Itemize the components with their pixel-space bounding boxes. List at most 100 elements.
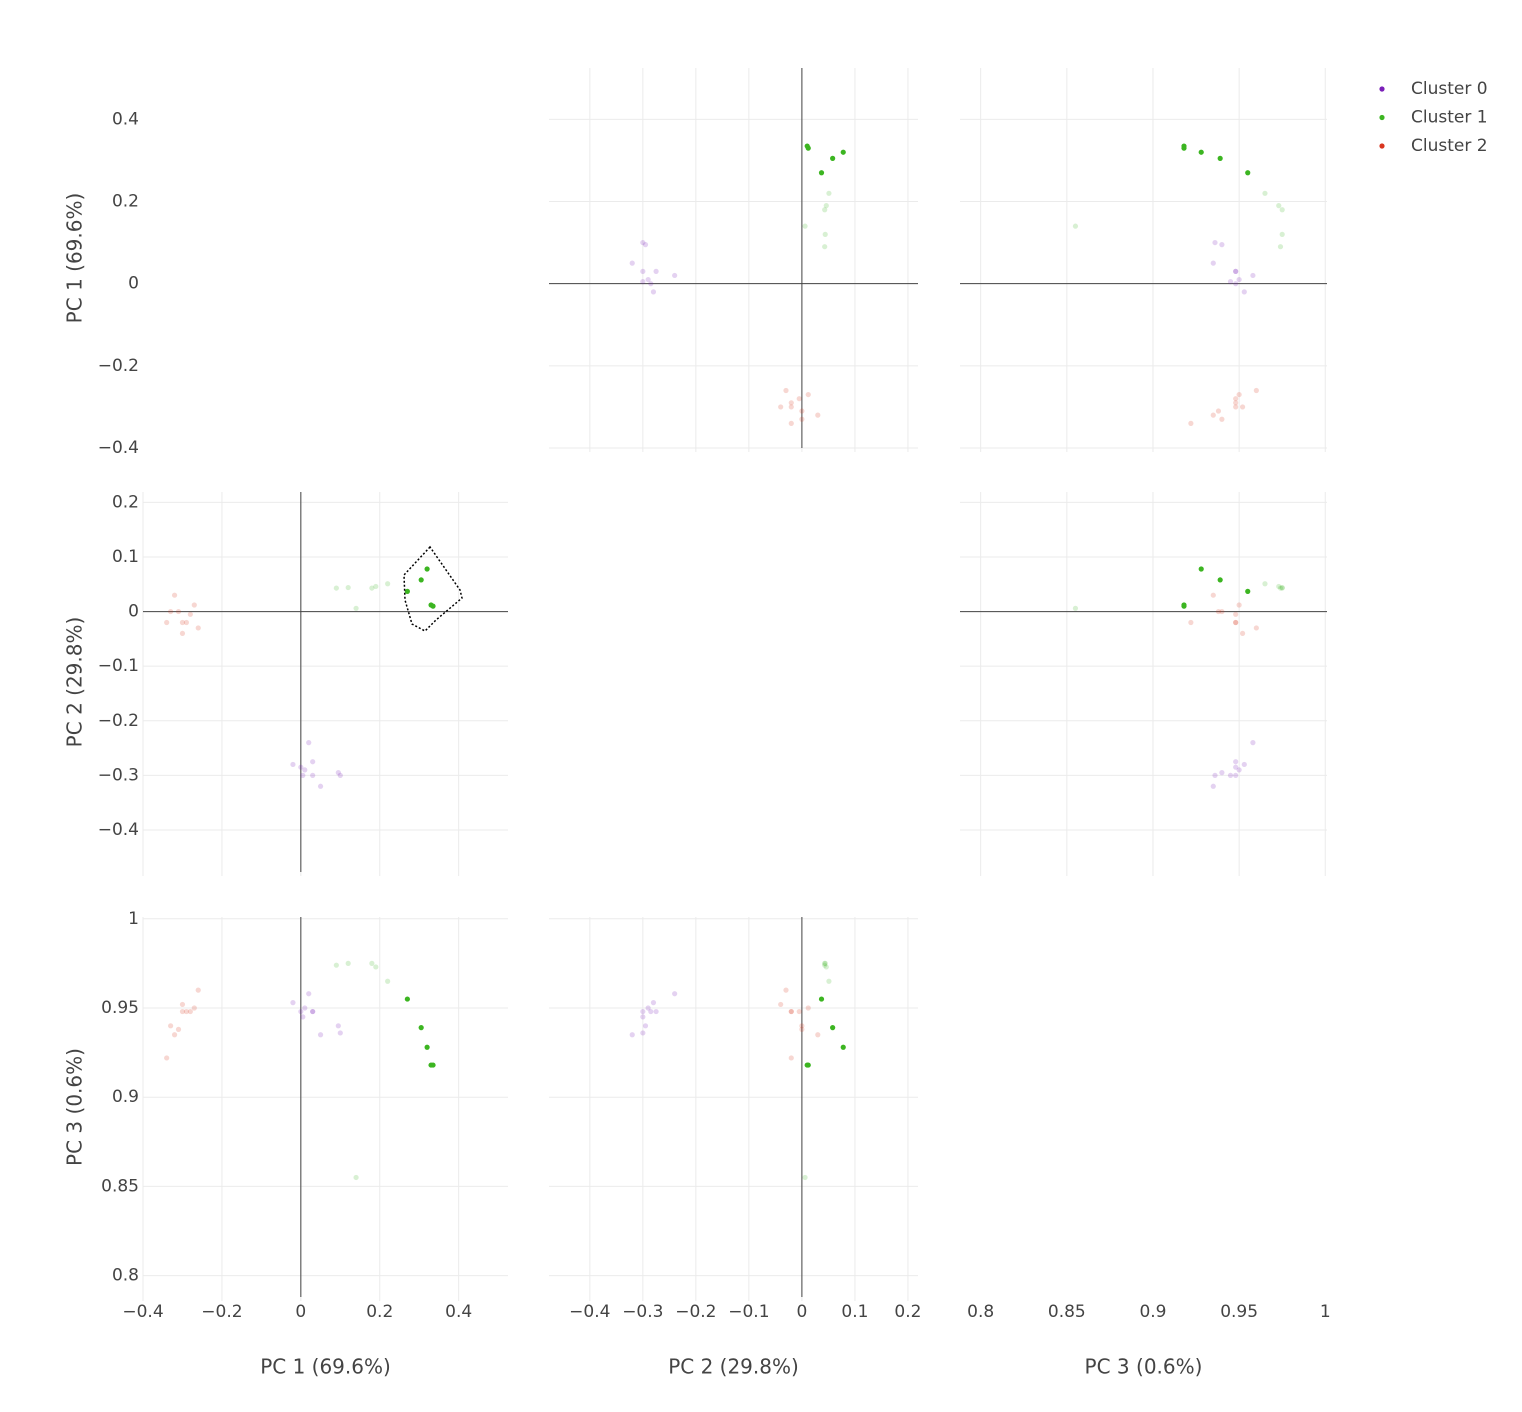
point [640, 268, 646, 274]
x-tick-label: 0.95 [1220, 1302, 1258, 1322]
point [1219, 242, 1225, 248]
point [1217, 577, 1223, 583]
point [298, 764, 304, 770]
point [298, 1008, 304, 1015]
point [778, 404, 784, 410]
x-tick-label: 0.2 [894, 1302, 921, 1322]
point [822, 960, 828, 966]
point [1236, 276, 1242, 283]
point [183, 619, 190, 626]
point [796, 1008, 802, 1015]
point [1245, 170, 1251, 176]
point [653, 268, 659, 274]
point [1279, 231, 1285, 237]
x-tick-label: 0.4 [445, 1302, 472, 1322]
point [799, 416, 805, 422]
point [1279, 585, 1285, 591]
point [317, 1032, 324, 1038]
point [187, 1008, 193, 1015]
legend-marker [1379, 114, 1385, 121]
point [788, 400, 794, 406]
point [424, 1044, 430, 1050]
point [1241, 761, 1247, 768]
x-tick-label: −0.4 [569, 1302, 610, 1322]
point [175, 1026, 182, 1032]
legend-marker [1379, 143, 1385, 149]
point [306, 740, 312, 746]
y-tick-label: 0.9 [112, 1087, 139, 1107]
point [799, 408, 805, 414]
point [826, 190, 832, 196]
y-tick-label: 0.4 [112, 109, 139, 129]
point [1233, 268, 1239, 274]
x-tick-label: 0.2 [366, 1302, 393, 1322]
point [629, 1032, 635, 1038]
point [1219, 608, 1225, 615]
point [1219, 416, 1225, 422]
point [1215, 408, 1222, 414]
point [310, 1008, 316, 1015]
point [1181, 603, 1187, 609]
point [175, 608, 182, 615]
point [830, 1025, 836, 1031]
point [788, 1008, 794, 1015]
point [783, 387, 789, 394]
point [424, 566, 430, 572]
point [640, 279, 646, 285]
point [187, 611, 193, 617]
point [799, 1023, 805, 1029]
point [1210, 592, 1216, 598]
point [335, 770, 341, 776]
point [168, 608, 174, 615]
point [353, 1174, 359, 1181]
y-tick-label: 0.95 [101, 998, 139, 1018]
point [337, 1030, 343, 1036]
x-axis-title: PC 3 (0.6%) [1085, 1355, 1203, 1379]
point [430, 603, 436, 609]
y-tick-label: 0.1 [112, 547, 139, 567]
point [1236, 767, 1242, 773]
y-tick-label: 0.8 [112, 1266, 139, 1286]
point [373, 964, 379, 970]
y-axis-title: PC 1 (69.6%) [63, 193, 87, 324]
point [815, 1032, 821, 1038]
y-tick-label: −0.2 [98, 356, 139, 376]
point [640, 1030, 646, 1036]
point [1233, 404, 1239, 410]
point [179, 619, 186, 626]
point [353, 605, 359, 611]
point [317, 783, 324, 789]
point [418, 577, 424, 583]
point [1233, 281, 1239, 287]
point [1210, 260, 1216, 266]
point [642, 1023, 649, 1029]
point [310, 1008, 316, 1015]
point [650, 1000, 657, 1006]
point [1212, 772, 1218, 778]
point [1188, 619, 1194, 626]
x-tick-label: 0.85 [1048, 1302, 1086, 1322]
legend-label: Cluster 2 [1411, 136, 1488, 156]
point [300, 1014, 306, 1020]
point [385, 978, 391, 984]
point [164, 1055, 170, 1061]
point [369, 960, 375, 966]
x-axis-title: PC 2 (29.8%) [668, 1355, 799, 1379]
point [337, 772, 343, 778]
y-tick-label: −0.3 [98, 765, 139, 785]
point [1181, 143, 1187, 149]
point [788, 1055, 794, 1061]
point [796, 396, 802, 402]
point [822, 244, 828, 250]
point [335, 1023, 341, 1029]
point [804, 143, 810, 149]
point [345, 960, 351, 966]
point [302, 767, 308, 773]
point [804, 1062, 810, 1068]
y-tick-label: 0.2 [112, 192, 139, 212]
point [369, 585, 375, 591]
point [822, 207, 828, 213]
x-tick-label: −0.3 [622, 1302, 663, 1322]
y-tick-label: 1 [128, 909, 139, 929]
